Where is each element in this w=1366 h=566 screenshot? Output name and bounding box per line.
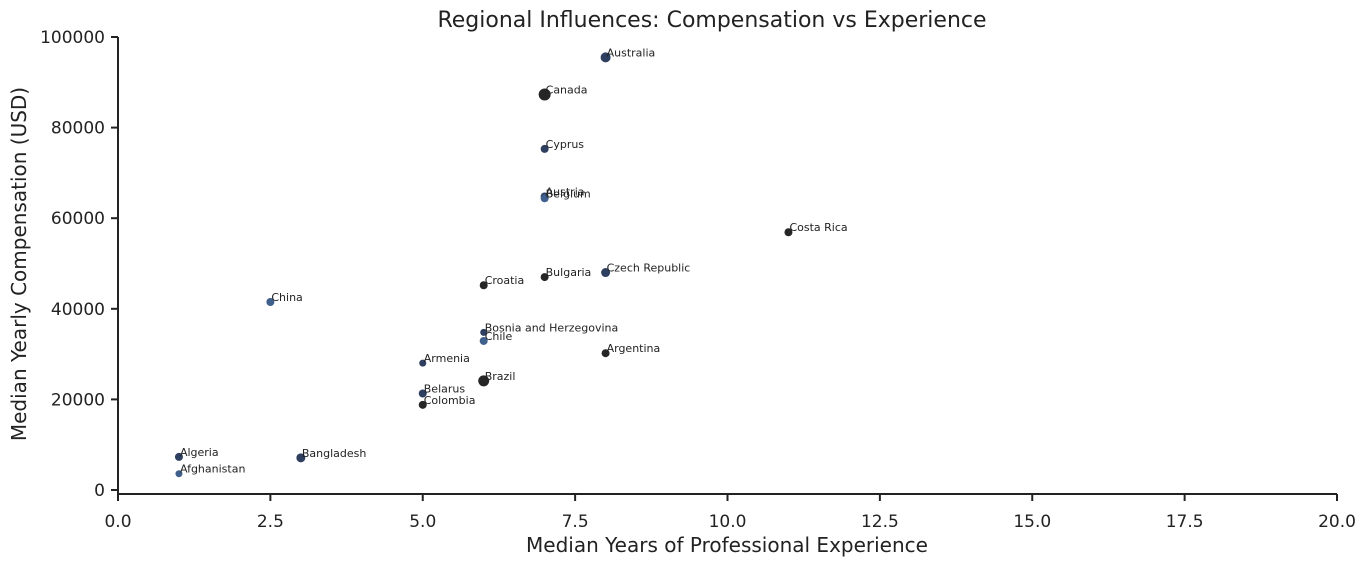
data-point xyxy=(478,375,490,387)
data-point xyxy=(480,328,488,336)
x-tick-label: 15.0 xyxy=(1013,512,1051,532)
data-point xyxy=(175,470,183,478)
data-point-label: Afghanistan xyxy=(180,463,246,476)
data-point xyxy=(784,228,793,237)
data-point-label: Bulgaria xyxy=(546,266,592,279)
x-tick-label: 7.5 xyxy=(562,512,589,532)
data-point xyxy=(538,88,551,101)
data-point-label: Austria xyxy=(546,185,585,198)
data-point xyxy=(296,453,306,463)
data-point-label: Australia xyxy=(607,46,656,59)
y-axis: 0 20000 40000 60000 80000 100000 xyxy=(40,28,119,501)
y-tick-label: 0 xyxy=(94,481,105,501)
data-point xyxy=(601,349,610,358)
data-point xyxy=(601,268,611,278)
x-tick-label: 20.0 xyxy=(1318,512,1356,532)
data-point-label: Colombia xyxy=(424,394,476,407)
data-point xyxy=(540,194,549,203)
data-point-label: Brazil xyxy=(485,370,516,383)
x-tick-label: 2.5 xyxy=(257,512,284,532)
data-point xyxy=(540,144,549,153)
x-tick-label: 5.0 xyxy=(409,512,436,532)
data-point xyxy=(479,336,488,345)
y-tick-label: 40000 xyxy=(51,300,105,320)
data-point-label: Belarus xyxy=(424,383,466,396)
data-point-label: Bosnia and Herzegovina xyxy=(485,321,619,334)
data-point-label: Czech Republic xyxy=(607,262,691,275)
x-tick-label: 10.0 xyxy=(709,512,747,532)
x-axis: 0.0 2.5 5.0 7.5 10.0 12.5 15.0 17.5 20.0 xyxy=(104,493,1356,532)
data-point xyxy=(174,452,183,461)
y-tick-label: 80000 xyxy=(51,119,105,139)
data-point-label: Algeria xyxy=(180,446,219,459)
data-point-label: Croatia xyxy=(485,274,525,287)
x-axis-label: Median Years of Professional Experience xyxy=(526,533,928,557)
data-points xyxy=(174,52,793,478)
data-point-label: Bangladesh xyxy=(302,447,367,460)
y-axis-label: Median Yearly Compensation (USD) xyxy=(7,87,31,441)
data-point-label: Costa Rica xyxy=(789,221,847,234)
data-point-label: Armenia xyxy=(424,352,470,365)
data-point-label: Canada xyxy=(546,84,588,97)
data-point-label: Argentina xyxy=(607,342,661,355)
y-tick-label: 100000 xyxy=(40,28,105,48)
chart-title: Regional Influences: Compensation vs Exp… xyxy=(437,8,986,33)
data-point-label: China xyxy=(271,291,302,304)
data-point xyxy=(600,52,611,63)
y-tick-label: 20000 xyxy=(51,390,105,410)
x-tick-label: 0.0 xyxy=(104,512,131,532)
data-point-label: Belgium xyxy=(546,187,591,200)
data-point xyxy=(418,389,427,398)
x-tick-label: 12.5 xyxy=(861,512,899,532)
data-point-label: Chile xyxy=(485,330,513,343)
data-point xyxy=(419,359,427,367)
data-point xyxy=(418,400,427,409)
data-point xyxy=(540,273,549,282)
data-point-label: Cyprus xyxy=(546,138,585,151)
x-tick-label: 17.5 xyxy=(1166,512,1204,532)
data-point xyxy=(479,281,488,290)
data-point xyxy=(266,298,275,307)
y-tick-label: 60000 xyxy=(51,209,105,229)
